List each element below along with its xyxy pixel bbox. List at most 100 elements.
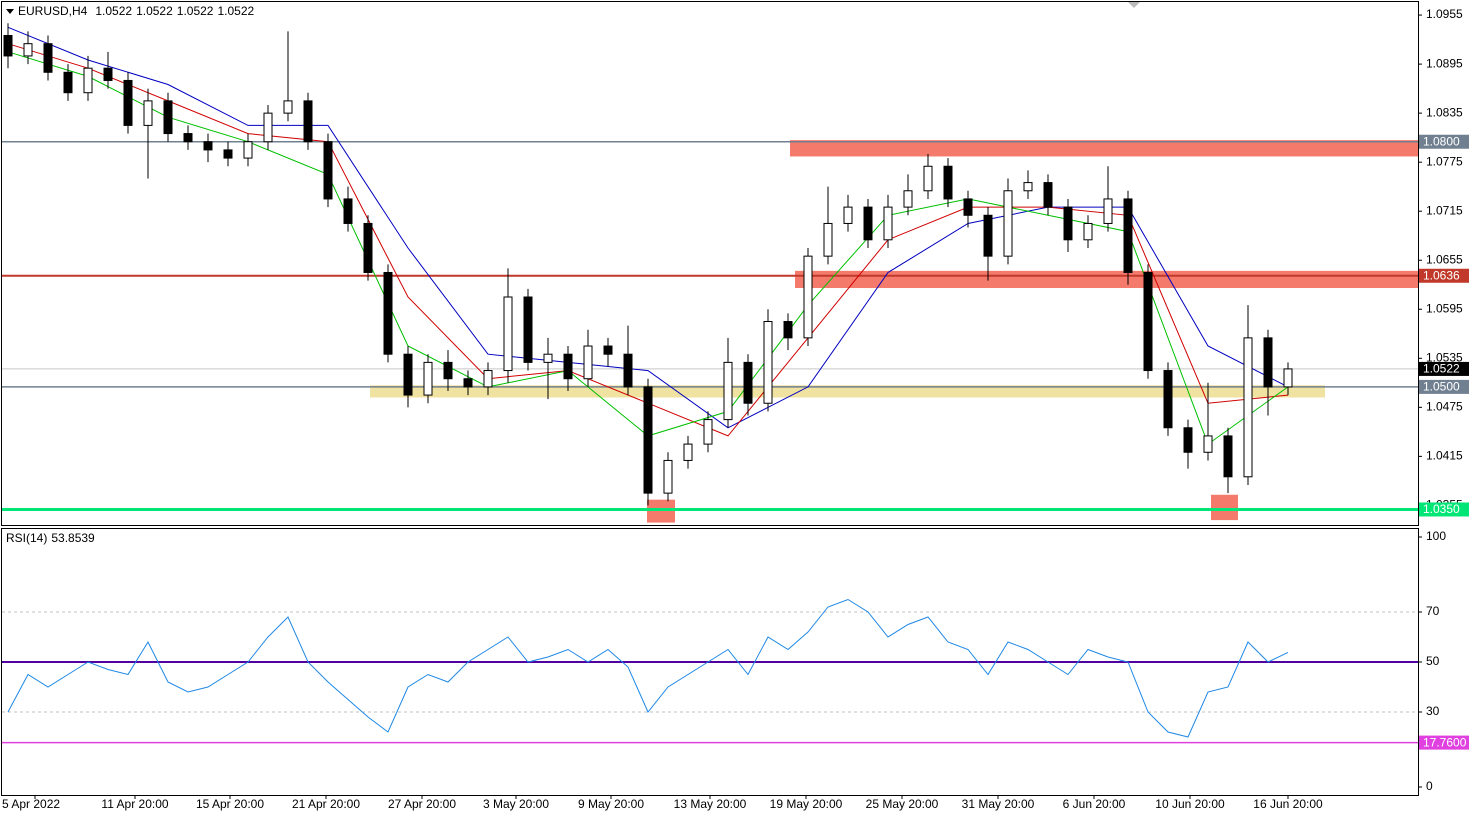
candle-body — [1183, 427, 1193, 453]
candle-body — [823, 222, 833, 257]
moving-average — [7, 26, 1289, 429]
header-value: 1.0522 — [95, 4, 132, 18]
candle-body — [723, 361, 733, 421]
candle-body — [663, 459, 673, 494]
candle-body — [903, 190, 913, 208]
candle-body — [383, 271, 393, 355]
y-tick-label: 1.0475 — [1426, 399, 1463, 413]
x-tick-label: 25 May 20:00 — [866, 797, 939, 811]
candle-body — [543, 353, 553, 363]
level-box — [1419, 361, 1469, 376]
chart-header: EURUSD,H4 1.0522 1.0522 1.0522 1.0522 — [18, 4, 254, 18]
candle-body — [63, 71, 73, 94]
candle-body — [263, 112, 273, 143]
x-tick-label: 15 Apr 20:00 — [196, 797, 264, 811]
candle-body — [463, 378, 473, 388]
candle-body — [1063, 206, 1073, 241]
zone — [795, 270, 1418, 289]
main-panel — [1, 1, 1419, 526]
level-label: 1.0350 — [1423, 502, 1460, 516]
level-label: 1.0800 — [1423, 134, 1460, 148]
x-tick-label: 3 May 20:00 — [483, 797, 549, 811]
candle-body — [143, 100, 153, 126]
y-tick-label: 1.0655 — [1426, 252, 1463, 266]
candle-body — [303, 100, 313, 143]
candle-body — [1163, 370, 1173, 429]
menu-arrow[interactable] — [6, 9, 14, 14]
candle-body — [983, 214, 993, 257]
candle-body — [503, 296, 513, 372]
level-box — [1419, 268, 1469, 283]
candle-body — [423, 361, 433, 396]
candle-body — [23, 43, 33, 57]
candle-body — [343, 198, 353, 224]
candle-body — [243, 141, 253, 159]
candle-body — [1103, 198, 1113, 224]
candle-body — [743, 361, 753, 404]
candle-body — [403, 353, 413, 396]
level-box — [1419, 502, 1469, 517]
level-label: 1.0500 — [1423, 380, 1460, 394]
level-box — [1419, 735, 1469, 750]
candle-body — [683, 443, 693, 461]
y-tick-label: 0 — [1426, 779, 1433, 793]
candle-body — [703, 419, 713, 445]
y-tick-label: 1.0535 — [1426, 350, 1463, 364]
x-tick-label: 21 Apr 20:00 — [292, 797, 360, 811]
candle-body — [1143, 271, 1153, 372]
indicator-name: RSI(14) — [6, 531, 47, 545]
candle-body — [783, 321, 793, 339]
candle-body — [203, 141, 213, 151]
y-tick-label: 70 — [1426, 604, 1440, 618]
x-tick-label: 11 Apr 20:00 — [101, 797, 168, 811]
candle-body — [183, 133, 193, 143]
level-box — [1419, 134, 1469, 149]
candle-body — [1003, 190, 1013, 257]
candle-body — [943, 165, 953, 200]
candle-body — [643, 386, 653, 494]
candle-body — [483, 370, 493, 388]
level-label: 17.7600 — [1423, 735, 1467, 749]
y-tick-label: 1.0895 — [1426, 56, 1463, 70]
header-value: 1.0522 — [177, 4, 214, 18]
x-tick-label: 31 May 20:00 — [962, 797, 1035, 811]
candle-body — [763, 321, 773, 404]
y-tick-label: 1.0595 — [1426, 301, 1463, 315]
candle-body — [1023, 182, 1033, 192]
candle-body — [1203, 435, 1213, 453]
candle-body — [1123, 198, 1133, 273]
y-tick-label: 1.0715 — [1426, 203, 1463, 217]
candle-body — [843, 206, 853, 224]
candle-body — [1083, 222, 1093, 241]
candle-body — [103, 67, 113, 81]
candle-body — [1223, 435, 1233, 478]
candle-body — [963, 198, 973, 216]
candle-body — [163, 100, 173, 135]
x-tick-label: 19 May 20:00 — [770, 797, 843, 811]
candle-body — [223, 149, 233, 159]
header-value: 1.0522 — [136, 4, 173, 18]
y-tick-label: 100 — [1426, 529, 1446, 543]
candle-body — [523, 296, 533, 363]
y-tick-label: 1.0775 — [1426, 154, 1463, 168]
rsi-header: RSI(14) 53.8539 — [6, 531, 95, 545]
indicator-value: 53.8539 — [51, 531, 95, 545]
candle-body — [43, 43, 53, 73]
candle-body — [1283, 368, 1293, 388]
x-tick-label: 27 Apr 20:00 — [388, 797, 456, 811]
candle-body — [623, 353, 633, 388]
candle-body — [283, 100, 293, 114]
y-tick-label: 1.0835 — [1426, 105, 1463, 119]
shift-marker — [1128, 2, 1140, 8]
candle-body — [863, 206, 873, 241]
zone — [1211, 494, 1238, 521]
candle-body — [803, 255, 813, 339]
candle-body — [563, 353, 573, 380]
y-tick-label: 1.0955 — [1426, 7, 1463, 21]
candle-body — [883, 206, 893, 241]
zone — [647, 499, 675, 523]
rsi-line — [7, 598, 1289, 738]
y-tick-label: 1.0415 — [1426, 449, 1463, 463]
